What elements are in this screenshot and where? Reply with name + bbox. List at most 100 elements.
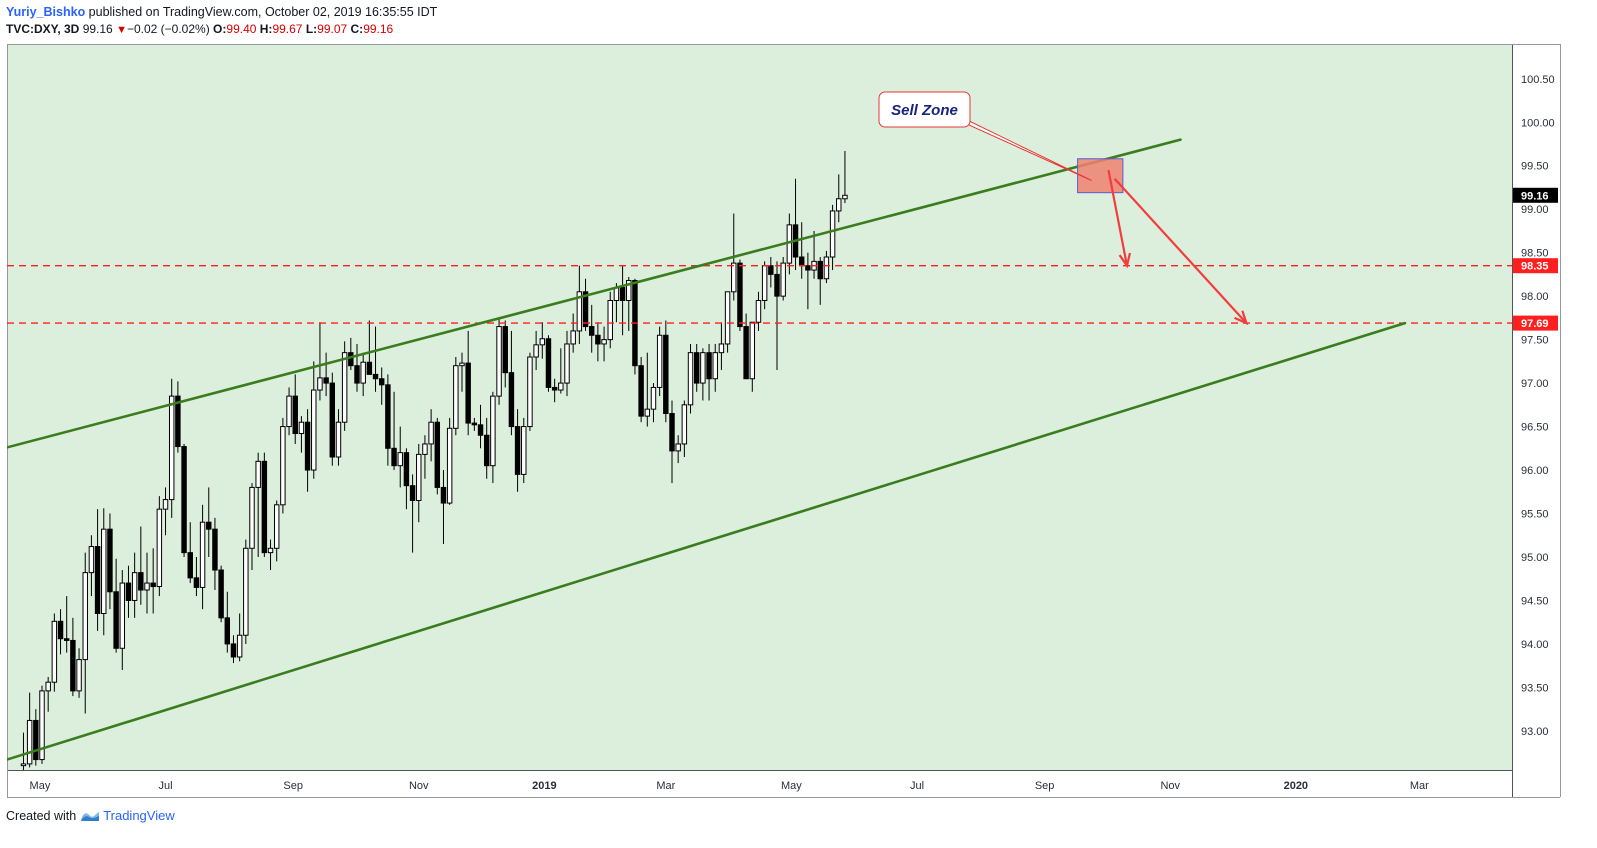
time-tick-label: May bbox=[30, 780, 51, 792]
candle-body-up bbox=[26, 719, 33, 765]
candle-body-up bbox=[558, 382, 564, 391]
candle-body-down bbox=[391, 447, 397, 467]
candle bbox=[669, 400, 675, 484]
chart-header: Yuriy_Bishko published on TradingView.co… bbox=[6, 4, 437, 39]
candle bbox=[113, 558, 119, 653]
footer: Created with TradingView bbox=[6, 808, 175, 823]
candle-body-down bbox=[187, 552, 193, 579]
time-tick-label: Jul bbox=[158, 780, 172, 792]
candle-body-down bbox=[669, 413, 675, 452]
candle-body-up bbox=[755, 299, 762, 323]
candle-body-down bbox=[471, 422, 478, 426]
candle bbox=[576, 265, 583, 344]
candle bbox=[45, 676, 51, 712]
candle-body-down bbox=[94, 546, 101, 614]
candle bbox=[187, 522, 193, 584]
time-tick-label: 2020 bbox=[1284, 780, 1308, 792]
high-label: H: bbox=[259, 22, 273, 36]
candle-body-up bbox=[446, 427, 453, 504]
candle-body-up bbox=[749, 321, 756, 380]
candle-body-down bbox=[477, 424, 484, 436]
candle-body-up bbox=[311, 389, 317, 471]
candle bbox=[88, 535, 95, 597]
candle bbox=[706, 343, 712, 401]
candle-body-down bbox=[638, 365, 644, 417]
plot-area[interactable] bbox=[7, 44, 1512, 770]
author-link[interactable]: Yuriy_Bishko bbox=[6, 5, 86, 19]
candle-body-down bbox=[372, 373, 379, 380]
candle bbox=[675, 435, 681, 464]
candle-body-up bbox=[700, 352, 706, 384]
candle-body-up bbox=[718, 343, 725, 354]
candle bbox=[131, 552, 138, 618]
candle-body-up bbox=[360, 361, 366, 384]
candle-body-down bbox=[551, 386, 558, 391]
last-price-tag-bg bbox=[1513, 187, 1558, 203]
candle-body-up bbox=[298, 421, 305, 435]
time-axis[interactable]: May Jul Sep Nov 2019 Mar May Jul Sep Nov 2020 Mar bbox=[30, 780, 1430, 792]
candle bbox=[737, 259, 743, 331]
candle bbox=[496, 317, 502, 405]
price-tick-label: 93.50 bbox=[1521, 682, 1549, 694]
candle bbox=[101, 508, 107, 636]
forecast-arrows bbox=[1107, 169, 1249, 326]
candle-body-up bbox=[675, 443, 681, 452]
candle-body-up bbox=[20, 763, 27, 767]
candle-body-up bbox=[607, 299, 613, 341]
candle bbox=[755, 291, 762, 331]
candle-body-down bbox=[798, 256, 805, 267]
price-tick-label: 96.00 bbox=[1521, 465, 1549, 477]
candle bbox=[774, 261, 780, 371]
candle-body-up bbox=[533, 344, 539, 358]
candle-body-up bbox=[280, 426, 286, 506]
candle-body-down bbox=[113, 591, 119, 649]
candle-body-up bbox=[836, 198, 842, 212]
price-tick-label: 100.00 bbox=[1521, 117, 1555, 129]
candle-body-down bbox=[483, 434, 490, 467]
arrow-shaft bbox=[1107, 169, 1129, 266]
candle-body-up bbox=[656, 334, 663, 388]
callout-box bbox=[878, 91, 971, 128]
candle-body-down bbox=[508, 372, 515, 428]
candle-body-up bbox=[119, 582, 126, 649]
candle-body-down bbox=[193, 577, 200, 588]
candle bbox=[360, 352, 366, 397]
candle-body-down bbox=[385, 384, 391, 449]
tradingview-brand[interactable]: TradingView bbox=[80, 808, 175, 823]
price-axis[interactable]: 93.00 93.50 94.00 94.50 95.00 95.50 96.00 96.50… bbox=[1521, 74, 1555, 738]
last-price-tag: 99.16 bbox=[1521, 190, 1549, 202]
close-label: C: bbox=[350, 22, 364, 36]
candle bbox=[335, 409, 342, 466]
candle-body-up bbox=[570, 330, 576, 345]
candle-body-down bbox=[224, 617, 231, 645]
candle bbox=[743, 313, 749, 380]
candle-body-up bbox=[341, 352, 348, 423]
candle-body-up bbox=[397, 452, 403, 467]
symbol-name[interactable]: TVC:DXY, 3D bbox=[6, 22, 80, 36]
tradingview-brand-label: TradingView bbox=[103, 808, 175, 823]
price-tick-label: 96.50 bbox=[1521, 422, 1549, 434]
candle-body-down bbox=[805, 265, 811, 271]
candle bbox=[681, 400, 688, 457]
candle-body-down bbox=[57, 620, 64, 640]
candle bbox=[446, 417, 453, 505]
candle bbox=[626, 277, 632, 331]
candle bbox=[57, 609, 64, 655]
candle bbox=[749, 321, 756, 392]
candle bbox=[323, 352, 329, 397]
candle bbox=[527, 352, 533, 431]
candle-body-down bbox=[206, 521, 212, 530]
candle-body-down bbox=[175, 395, 181, 448]
candle-body-up bbox=[428, 421, 434, 445]
chart-drawings bbox=[7, 138, 1512, 761]
candle bbox=[76, 648, 82, 698]
candle bbox=[632, 278, 638, 375]
candle bbox=[144, 552, 150, 614]
time-tick-label: Sep bbox=[283, 780, 303, 792]
price-tick-label: 93.00 bbox=[1521, 726, 1549, 738]
candle-body-up bbox=[317, 377, 323, 391]
candle-body-down bbox=[329, 382, 336, 458]
candle bbox=[311, 361, 317, 479]
candle bbox=[63, 596, 70, 653]
